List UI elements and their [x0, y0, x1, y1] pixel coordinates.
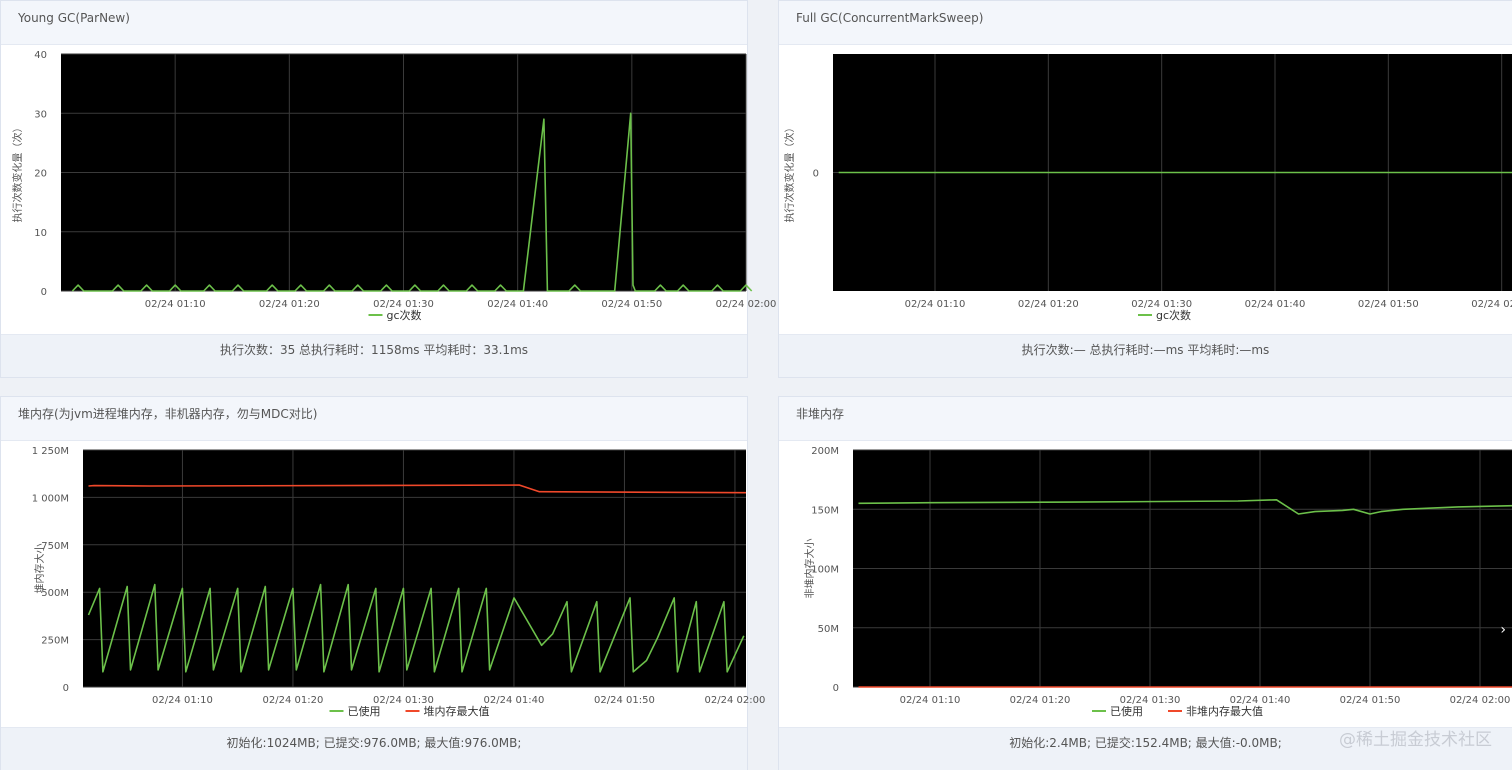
y-tick-label: 500M [41, 588, 69, 599]
x-tick-label: 02/24 01:50 [1358, 299, 1419, 310]
y-axis-label: 非堆内存大小 [803, 539, 816, 599]
x-tick-label: 02/24 01:10 [145, 299, 206, 310]
x-tick-label: 02/24 01:40 [1245, 299, 1306, 310]
y-tick-label: 30 [34, 109, 47, 120]
x-tick-label: 02/24 01:20 [1018, 299, 1079, 310]
y-axis-label: 堆内存大小 [33, 544, 46, 594]
x-tick-label: 02/24 01:10 [900, 695, 961, 706]
y-tick-label: 100M [811, 565, 839, 576]
y-tick-label: 10 [34, 228, 47, 239]
x-tick-label: 02/24 01:20 [259, 299, 320, 310]
legend-label: gc次数 [387, 308, 422, 322]
legend-label: 已使用 [1110, 705, 1143, 718]
x-tick-label: 02/24 01:50 [594, 695, 655, 706]
heap-memory-panel: 堆内存(为jvm进程堆内存，非机器内存，勿与MDC对比) 0 250M 500M 75… [0, 396, 766, 770]
y-tick-label: 20 [34, 169, 47, 180]
legend-label: gc次数 [1156, 308, 1191, 322]
y-tick-label: 150M [811, 505, 839, 516]
x-tick-label: 02/24 02:00 [716, 299, 777, 310]
chevron-right-icon[interactable]: › [1500, 622, 1506, 638]
y-axis-label: 执行次数变化量（次） [783, 123, 796, 223]
panel-title: Full GC(ConcurrentMarkSweep) [779, 1, 1512, 45]
x-tick-label: 02/24 01:40 [484, 695, 545, 706]
young-gc-panel: Young GC(ParNew) 0 10 20 30 40 02/24 01:10 02/… [0, 0, 776, 378]
legend-label: 非堆内存最大值 [1186, 704, 1263, 718]
x-tick-label: 02/24 02:00 [705, 695, 766, 706]
y-tick-label: 0 [63, 683, 69, 694]
y-tick-label: 750M [41, 541, 69, 552]
watermark: @稀土掘金技术社区 [1339, 730, 1492, 750]
x-tick-label: 02/24 01:30 [1120, 695, 1181, 706]
x-tick-label: 02/24 01:40 [487, 299, 548, 310]
x-tick-label: 02/24 01:30 [373, 695, 434, 706]
y-tick-label: 200M [811, 446, 839, 457]
y-tick-label: 50M [818, 624, 839, 635]
x-tick-label: 02/24 01:50 [1340, 695, 1401, 706]
x-tick-label: 02/24 01:10 [152, 695, 213, 706]
y-tick-label: 40 [34, 50, 47, 61]
panel-title: 堆内存(为jvm进程堆内存，非机器内存，勿与MDC对比) [1, 397, 747, 441]
panel-footer: 初始化:1024MB; 已提交:976.0MB; 最大值:976.0MB; [1, 727, 747, 770]
legend-label: 已使用 [348, 705, 381, 718]
young-gc-chart: 0 10 20 30 40 02/24 01:10 02/24 01:20 02/24 01:… [11, 50, 776, 322]
y-tick-label: 0 [813, 169, 819, 180]
x-tick-label: 02/24 01:50 [601, 299, 662, 310]
x-tick-label: 02/24 02:00 [1450, 695, 1511, 706]
y-tick-label: 250M [41, 636, 69, 647]
x-tick-label: 02/24 01:30 [1131, 299, 1192, 310]
full-gc-chart: 0 02/24 01:10 02/24 01:20 02/24 01:30 02/24 … [783, 54, 1512, 322]
x-tick-label: 02/24 01:20 [1010, 695, 1071, 706]
x-tick-label: 02/24 01:30 [373, 299, 434, 310]
y-axis-label: 执行次数变化量（次） [11, 123, 24, 223]
series-line [71, 112, 753, 292]
series-line [87, 583, 745, 673]
legend-label: 堆内存最大值 [424, 704, 490, 718]
full-gc-panel: Full GC(ConcurrentMarkSweep) 0 02/24 01:1… [778, 0, 1512, 378]
panel-footer: 初始化:2.4MB; 已提交:152.4MB; 最大值:-0.0MB; [779, 727, 1512, 770]
x-tick-label: 02/24 01:20 [263, 695, 324, 706]
series-line [858, 499, 1512, 515]
series-line [88, 484, 747, 494]
panel-title: 非堆内存 [779, 397, 1512, 441]
non-heap-memory-panel: 非堆内存 0 50M 100M 150M 200M 02/24 01:10 02/24 01… [778, 396, 1512, 770]
y-tick-label: 1 000M [32, 493, 69, 504]
non-heap-memory-chart: 0 50M 100M 150M 200M 02/24 01:10 02/24 01:20 02… [803, 446, 1512, 718]
panel-title: Young GC(ParNew) [1, 1, 747, 45]
y-tick-label: 1 250M [32, 446, 69, 457]
panel-footer: 执行次数:— 总执行耗时:—ms 平均耗时:—ms [779, 334, 1512, 377]
heap-memory-chart: 0 250M 500M 750M 1 000M 1 250M 02/24 01:10 02/2… [32, 446, 766, 718]
x-tick-label: 02/24 01:40 [1230, 695, 1291, 706]
x-tick-label: 02/24 01:10 [905, 299, 966, 310]
x-tick-label: 02/24 02:00 [1471, 299, 1512, 310]
y-tick-label: 0 [833, 683, 839, 694]
y-tick-label: 0 [41, 287, 47, 298]
panel-footer: 执行次数：35 总执行耗时：1158ms 平均耗时：33.1ms [1, 334, 747, 377]
